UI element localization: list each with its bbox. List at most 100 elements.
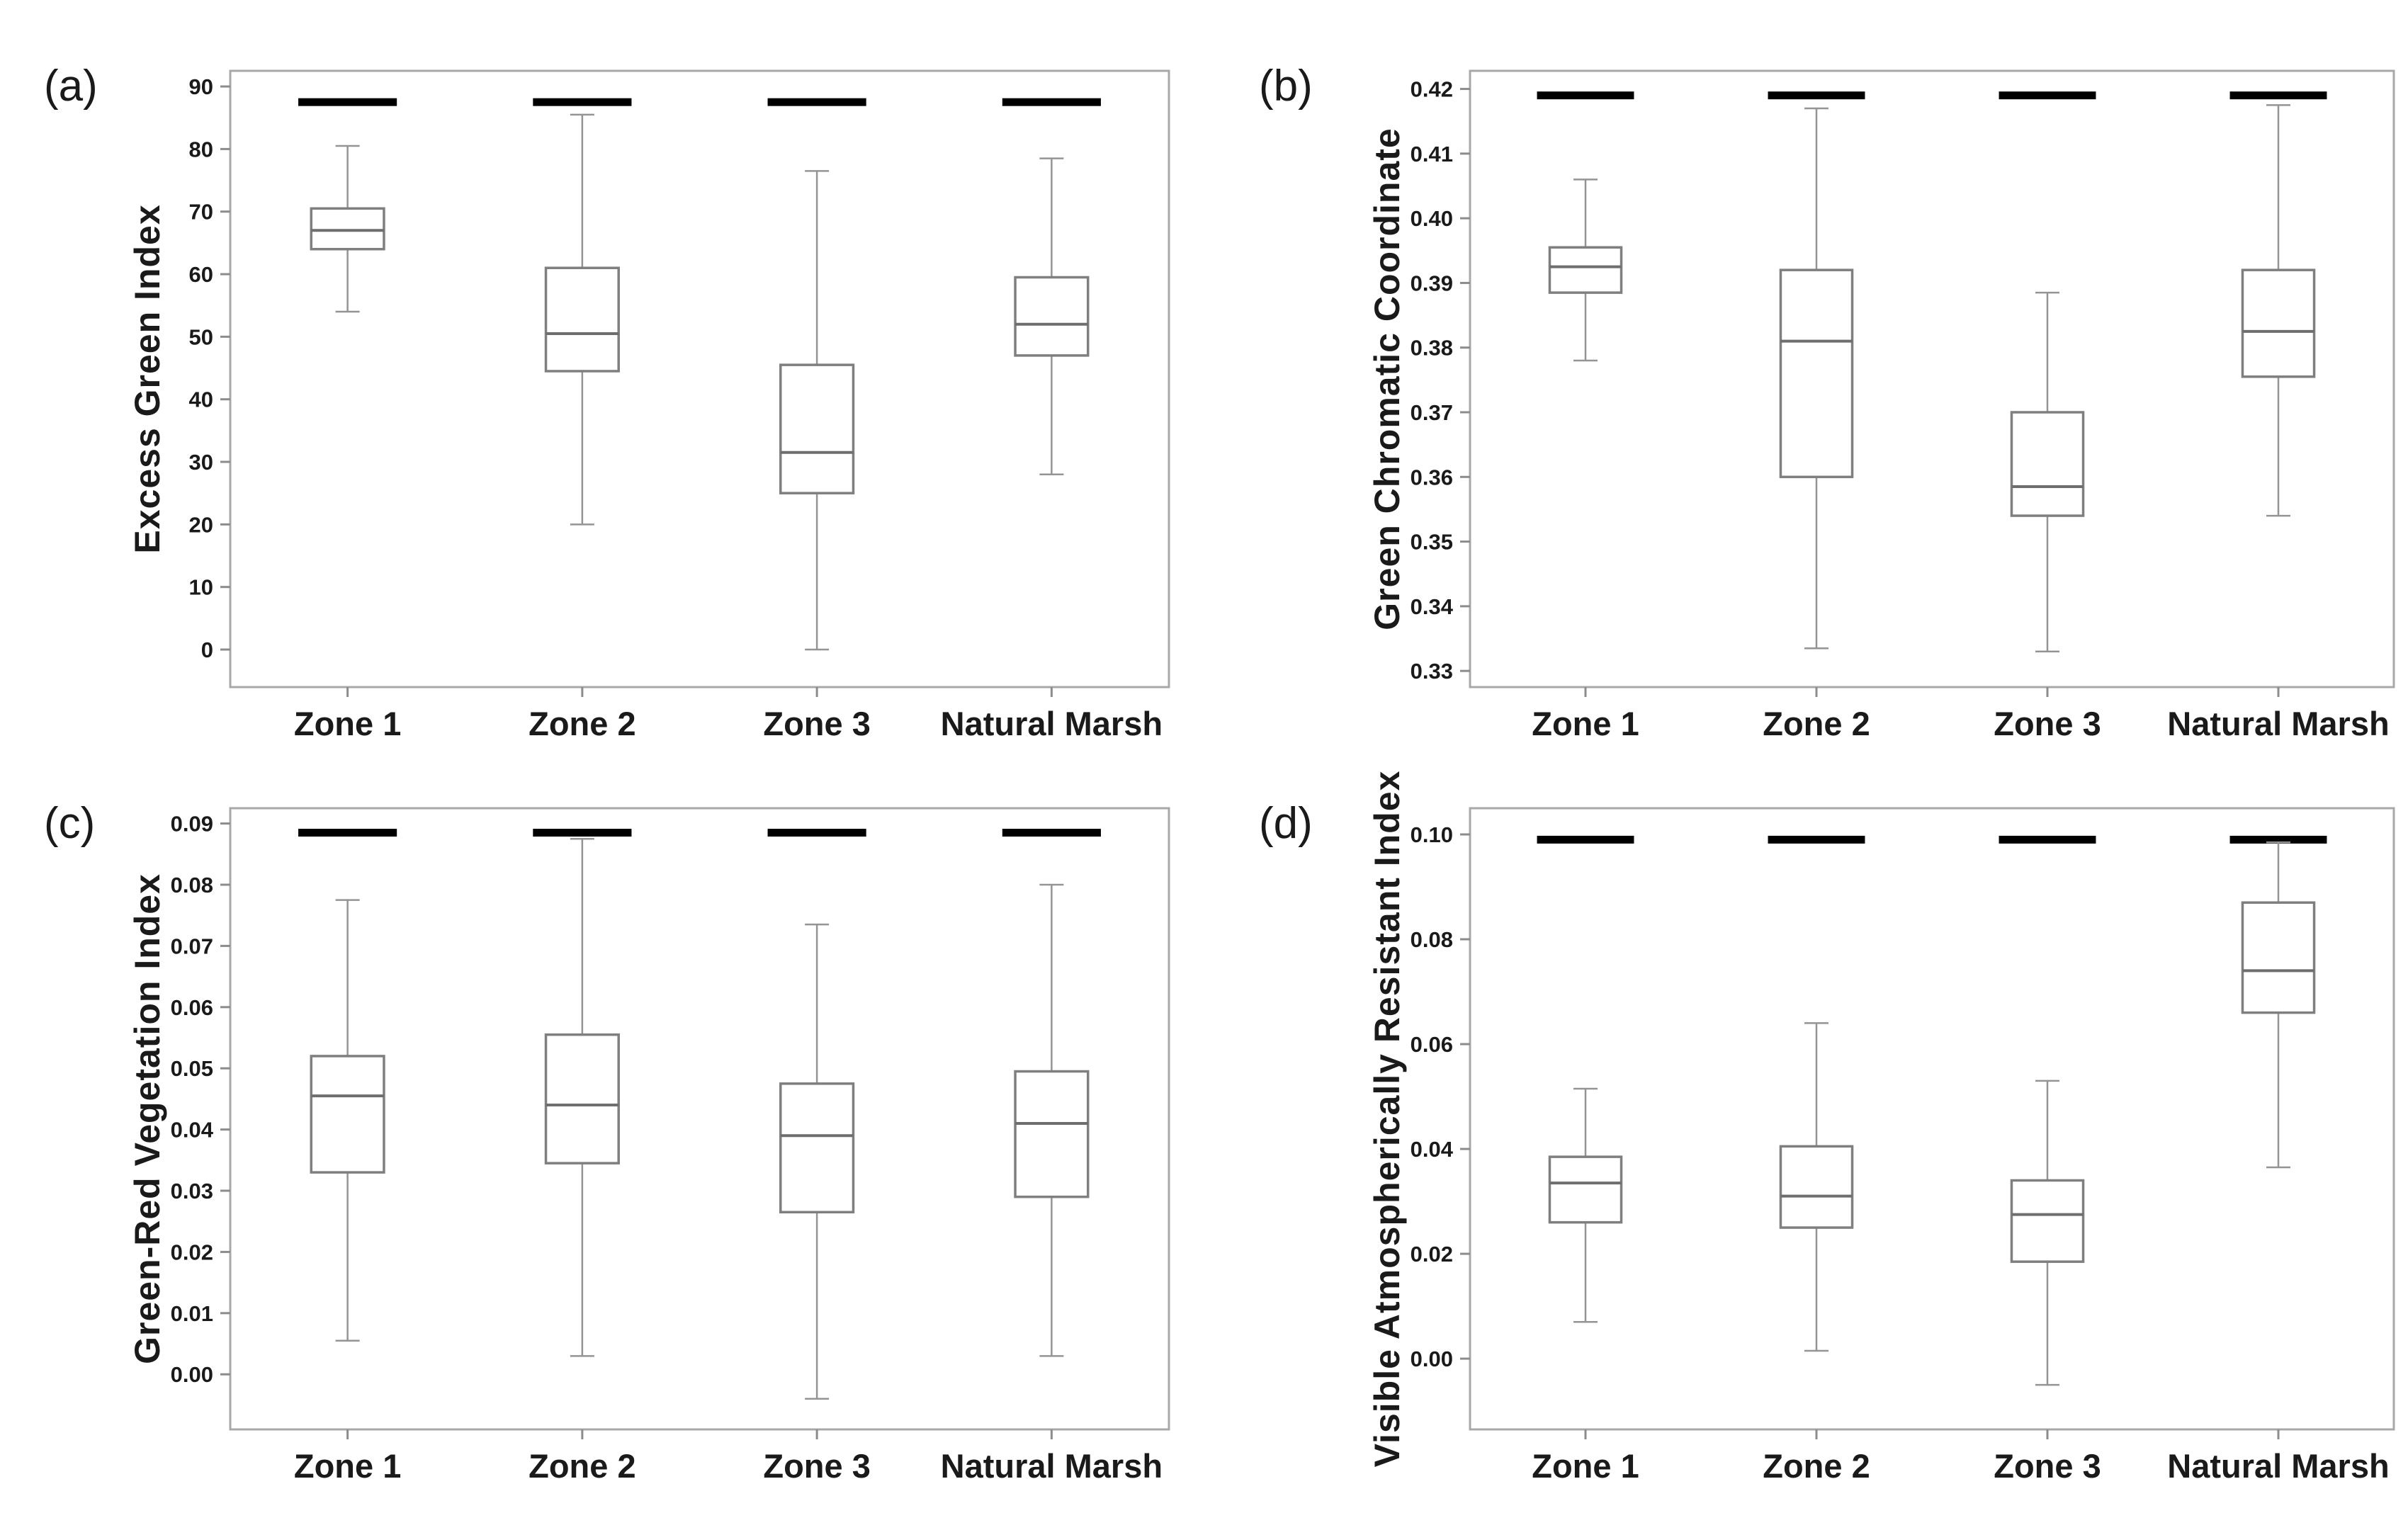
box-plot-zone-1: [1548, 178, 1623, 362]
y-tick-label: 10: [189, 575, 213, 600]
panel-b: 0.33 0.34 0.35 0.36 0.37 0.38 0.39 0.40 0.41 0.42…: [1204, 0, 2408, 767]
y-tick-label: 0.04: [1411, 1137, 1454, 1162]
box-plot-zone-1: [310, 899, 385, 1342]
y-tick-label: 0.37: [1411, 400, 1453, 425]
panel-d: 0.00 0.02 0.04 0.06 0.08 0.10 Visible Atmosphe…: [1204, 763, 2408, 1530]
panel-letter: (b): [1259, 62, 1313, 110]
y-tick-label: 0: [201, 638, 213, 662]
x-category-label: Zone 1: [294, 705, 401, 742]
y-tick-label: 0.36: [1411, 465, 1453, 489]
box-plot-natural-marsh: [2241, 841, 2316, 1169]
iqr-box: [2010, 411, 2085, 517]
y-tick-label: 90: [189, 74, 213, 99]
y-tick-label: 0.09: [171, 812, 213, 837]
iqr-box: [1779, 1145, 1854, 1229]
significance-bar: [767, 829, 866, 837]
box-plot-zone-3: [2010, 291, 2085, 653]
x-category-label: Zone 2: [1763, 1447, 1870, 1485]
y-axis-title: Green Chromatic Coordinate: [1367, 128, 1407, 630]
significance-bar: [1537, 835, 1634, 844]
significance-bar: [1768, 91, 1865, 100]
x-category-label: Zone 2: [528, 1447, 635, 1485]
box-plot-zone-3: [779, 923, 855, 1400]
boxplot-svg: 0 10 20 30 40 50 60 70 80 90 Excess Green Index Zon…: [44, 62, 1170, 742]
y-tick-label: 0.40: [1411, 206, 1453, 231]
x-category-label: Zone 1: [294, 1447, 401, 1485]
x-category-label: Zone 2: [1763, 705, 1870, 742]
boxplot-svg: 0.00 0.01 0.02 0.03 0.04 0.05 0.06 0.07 0.08 0.09…: [44, 799, 1170, 1485]
iqr-box: [2241, 901, 2316, 1014]
panel-letter: (c): [44, 799, 95, 848]
y-tick-label: 60: [189, 262, 213, 287]
y-tick-label: 0.10: [1411, 822, 1453, 847]
y-tick-label: 0.08: [1411, 927, 1453, 952]
y-tick-label: 30: [189, 450, 213, 475]
box-plot-zone-2: [544, 113, 620, 526]
plot-frame: [1469, 69, 2395, 688]
panel-c: 0.00 0.01 0.02 0.03 0.04 0.05 0.06 0.07 0.08 0.09…: [0, 763, 1204, 1530]
significance-bar: [1002, 829, 1101, 837]
significance-bar: [1002, 98, 1101, 106]
plot-frame: [1469, 807, 2395, 1431]
y-tick-label: 70: [189, 200, 213, 225]
box-plot-zone-2: [544, 837, 620, 1357]
y-tick-label: 0.39: [1411, 271, 1453, 295]
significance-bar: [298, 829, 397, 837]
iqr-box: [1548, 1155, 1623, 1224]
y-tick-label: 0.02: [171, 1240, 213, 1264]
box-plot-zone-1: [1548, 1087, 1623, 1323]
x-category-label: Zone 1: [1532, 1447, 1639, 1485]
significance-bar: [1999, 91, 2096, 100]
significance-bar: [298, 98, 397, 106]
y-tick-label: 0.34: [1411, 594, 1454, 619]
box-plot-natural-marsh: [1014, 883, 1090, 1357]
iqr-box: [310, 1055, 385, 1174]
y-tick-label: 0.08: [171, 873, 213, 897]
significance-bar: [533, 829, 632, 837]
iqr-box: [2241, 268, 2316, 378]
iqr-box: [779, 1082, 855, 1214]
x-category-label: Zone 3: [1994, 705, 2101, 742]
boxplot-svg: 0.33 0.34 0.35 0.36 0.37 0.38 0.39 0.40 0.41 0.42…: [1259, 62, 2395, 742]
y-axis-title: Excess Green Index: [128, 204, 167, 553]
significance-bar: [2229, 91, 2327, 100]
iqr-box: [2010, 1179, 2085, 1263]
box-plot-natural-marsh: [1014, 157, 1090, 475]
y-tick-label: 0.06: [1411, 1032, 1453, 1057]
x-category-label: Zone 3: [763, 705, 870, 742]
y-tick-label: 0.00: [1411, 1347, 1453, 1371]
box-plot-zone-3: [2010, 1080, 2085, 1386]
x-category-label: Natural Marsh: [941, 1447, 1163, 1485]
iqr-box: [544, 1033, 620, 1164]
y-tick-label: 0.42: [1411, 77, 1453, 102]
iqr-box: [1548, 246, 1623, 294]
y-tick-label: 0.33: [1411, 659, 1453, 684]
x-category-label: Zone 3: [1994, 1447, 2101, 1485]
y-tick-label: 20: [189, 512, 213, 537]
significance-bar: [1768, 835, 1865, 844]
box-plot-natural-marsh: [2241, 104, 2316, 517]
significance-bar: [1999, 835, 2096, 844]
panel-letter: (a): [44, 62, 98, 110]
x-category-label: Zone 3: [763, 1447, 870, 1485]
y-tick-label: 80: [189, 137, 213, 162]
plot-frame: [229, 807, 1170, 1431]
iqr-box: [544, 266, 620, 373]
y-tick-label: 0.01: [171, 1301, 213, 1326]
y-tick-label: 0.38: [1411, 336, 1453, 361]
y-tick-label: 0.00: [171, 1362, 213, 1387]
iqr-box: [779, 363, 855, 494]
significance-bar: [533, 98, 632, 106]
y-tick-label: 0.07: [171, 934, 213, 958]
panel-letter: (d): [1259, 799, 1313, 848]
y-tick-label: 0.35: [1411, 530, 1453, 555]
panel-a: 0 10 20 30 40 50 60 70 80 90 Excess Green Index Zon…: [0, 0, 1204, 767]
y-axis-title: Green-Red Vegetation Index: [128, 873, 167, 1364]
significance-bar: [2229, 835, 2327, 844]
iqr-box: [1014, 276, 1090, 357]
iqr-box: [1779, 268, 1854, 479]
x-category-label: Zone 1: [1532, 705, 1639, 742]
significance-bar: [1537, 91, 1634, 100]
